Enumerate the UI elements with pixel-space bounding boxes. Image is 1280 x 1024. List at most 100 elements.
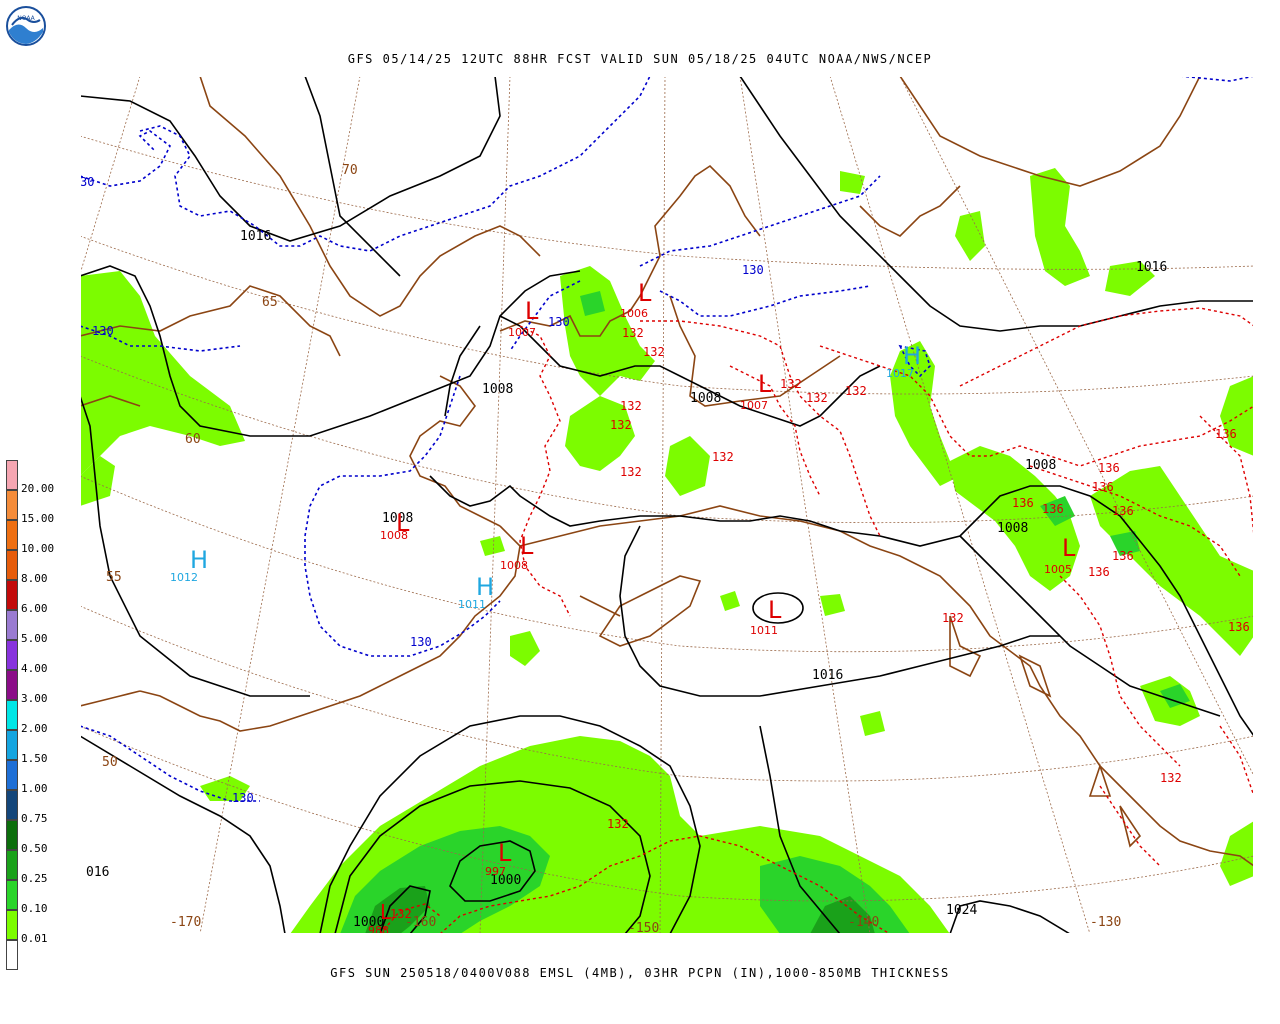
legend-swatch [6, 670, 18, 700]
thickness-label: 136 [1088, 565, 1110, 579]
thickness-label: 130 [410, 635, 432, 649]
logo-text: NOAA [17, 15, 35, 22]
high-value: 1017 [886, 367, 914, 380]
low-value: 1008 [380, 529, 408, 542]
low-center: L 997 [485, 839, 512, 878]
isobar-label: 1008 [690, 391, 721, 406]
legend-swatch [6, 550, 18, 580]
high-symbol: H [190, 546, 208, 574]
thickness-label: 136 [1112, 504, 1134, 518]
high-value: 1012 [170, 571, 198, 584]
isobars [80, 76, 1254, 934]
lon-label-m170: -170 [170, 915, 201, 930]
lon-label-m160: -160 [405, 915, 436, 930]
thickness-label: 132 [942, 611, 964, 625]
legend-label: 8.00 [21, 572, 48, 585]
low-center: L 1006 [620, 279, 652, 320]
lat-label-50: 50 [102, 755, 118, 770]
legend-swatch [6, 820, 18, 850]
legend-label: 1.50 [21, 752, 48, 765]
chart-subtitle: GFS SUN 250518/0400V088 EMSL (4MB), 03HR… [330, 966, 950, 980]
legend-swatch [6, 910, 18, 940]
lat-label-55: 55 [106, 570, 122, 585]
precip-areas [80, 168, 1254, 934]
low-symbol: L [498, 839, 512, 867]
precip-legend: 20.00 15.00 10.00 8.00 6.00 5.00 4.00 3.00 2.00 1… [6, 460, 66, 973]
low-symbol: L [520, 532, 534, 560]
low-center: L 1007 [508, 297, 539, 339]
chart-title: GFS 05/14/25 12UTC 88HR FCST VALID SUN 0… [347, 52, 933, 66]
isobar-label: 1016 [1136, 260, 1167, 275]
thickness-label: 130 [92, 324, 114, 338]
legend-label: 0.25 [21, 872, 48, 885]
legend-swatch [6, 520, 18, 550]
low-symbol: L [758, 370, 772, 398]
thickness-labels-warm: 132 132 132 132 132 132 132 132 132 132 … [390, 326, 1250, 921]
low-value: 1008 [500, 559, 528, 572]
low-center: L 1007 [740, 370, 772, 412]
isobar-label: 1000 [490, 873, 521, 888]
graticule-labels: 70 65 60 55 50 -170 -160 -150 -140 -130 [102, 163, 1121, 934]
thickness-label: 132 [607, 817, 629, 831]
lat-label-60: 60 [185, 432, 201, 447]
high-center: H 1011 [458, 573, 494, 611]
isobar-label: 1008 [382, 511, 413, 526]
low-symbol: L [768, 596, 782, 624]
legend-label: 10.00 [21, 542, 55, 555]
high-value: 1011 [458, 598, 486, 611]
thickness-labels-cold: 30 130 130 130 130 130 [80, 175, 764, 805]
thickness-label: 132 [390, 907, 412, 921]
legend-swatch [6, 700, 18, 730]
high-symbol: H [903, 342, 921, 370]
low-value: 997 [485, 865, 506, 878]
lon-label-m130: -130 [1090, 915, 1121, 930]
legend-label: 0.01 [21, 932, 48, 945]
thickness-label: 136 [1012, 496, 1034, 510]
low-symbol: L [1062, 534, 1076, 562]
low-center: L 1005 [1044, 534, 1076, 576]
thickness-label: 130 [548, 315, 570, 329]
low-center: L 1011 [750, 596, 782, 637]
thickness-label: 136 [1098, 461, 1120, 475]
low-value: 1011 [750, 624, 778, 637]
thickness-label: 132 [643, 345, 665, 359]
low-center: L 1008 [380, 509, 410, 542]
legend-label: 6.00 [21, 602, 48, 615]
isobar-labels: 1016 1016 1016 1008 1008 1008 1008 1008 … [86, 229, 1167, 930]
legend-label: 0.10 [21, 902, 48, 915]
legend-label: 0.50 [21, 842, 48, 855]
lat-label-70: 70 [342, 163, 358, 178]
isobar-label: 1000 [353, 915, 384, 930]
lon-label-m140: -140 [848, 915, 879, 930]
thickness-label: 132 [1160, 771, 1182, 785]
graticule-lines [80, 76, 1254, 934]
thickness-label: 132 [806, 391, 828, 405]
isobar-label: 016 [86, 865, 109, 880]
legend-swatch [6, 880, 18, 910]
isobar-label: 1008 [997, 521, 1028, 536]
legend-swatch [6, 940, 18, 970]
noaa-logo: NOAA [6, 6, 46, 46]
thickness-lines-cold [80, 76, 1254, 802]
thickness-label: 132 [780, 377, 802, 391]
high-symbol: H [476, 573, 494, 601]
low-value: 988 [368, 924, 389, 934]
coastlines [80, 76, 1254, 867]
low-center: L 1008 [500, 532, 534, 572]
precip-heaviest [365, 886, 875, 934]
low-symbol: L [525, 297, 539, 325]
legend-swatch [6, 580, 18, 610]
legend-swatch [6, 730, 18, 760]
low-symbol: L [396, 509, 410, 537]
thickness-label: 132 [845, 384, 867, 398]
weather-map: 70 65 60 55 50 -170 -160 -150 -140 -130 … [80, 76, 1254, 934]
high-center: H 1017 [886, 342, 921, 380]
thickness-label: 130 [742, 263, 764, 277]
low-value: 1006 [620, 307, 648, 320]
thickness-label: 132 [712, 450, 734, 464]
legend-label: 4.00 [21, 662, 48, 675]
legend-swatch [6, 640, 18, 670]
thickness-label: 136 [1228, 620, 1250, 634]
isobar-label: 1016 [812, 668, 843, 683]
thickness-label: 132 [622, 326, 644, 340]
